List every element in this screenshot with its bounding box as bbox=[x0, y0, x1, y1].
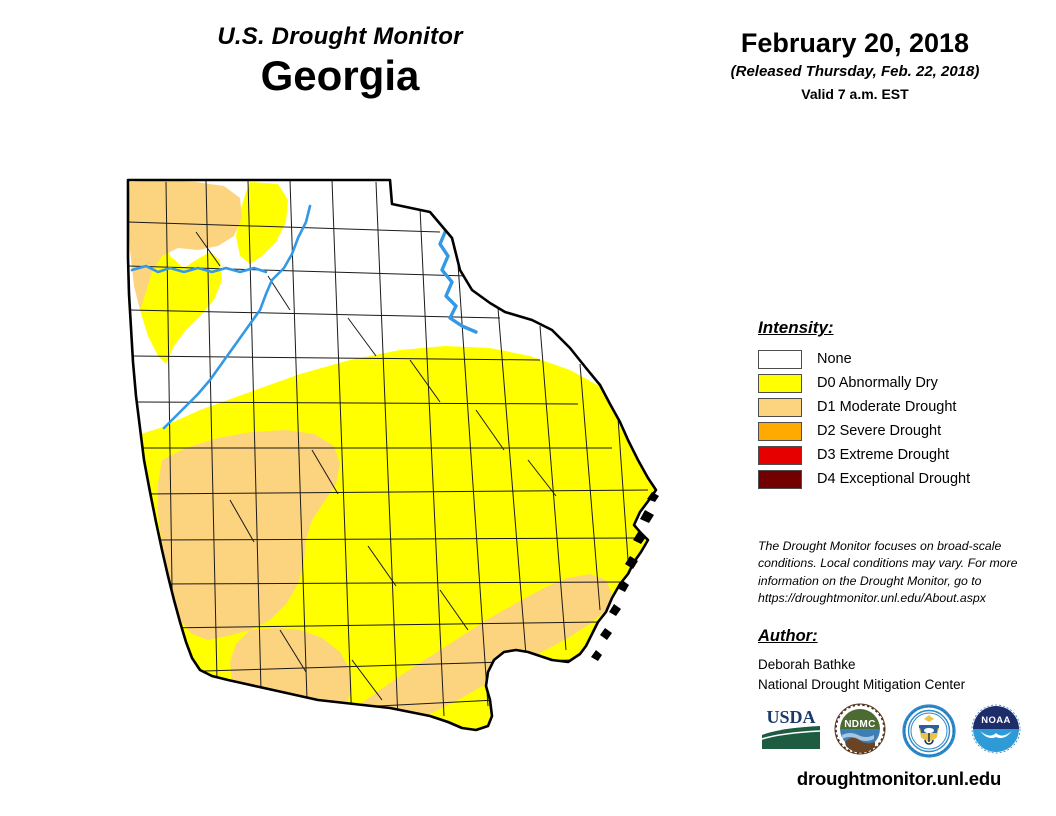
chattahoochee-river bbox=[162, 204, 312, 430]
disclaimer-text: The Drought Monitor focuses on broad-sca… bbox=[758, 539, 1018, 606]
legend-row-d2[interactable]: D2 Severe Drought bbox=[758, 419, 1038, 443]
title-block: U.S. Drought Monitor Georgia bbox=[150, 23, 530, 101]
legend-row-d1[interactable]: D1 Moderate Drought bbox=[758, 395, 1038, 419]
map-drought-fills bbox=[128, 180, 656, 730]
legend-label-d4: D4 Exceptional Drought bbox=[817, 471, 971, 487]
state-outline bbox=[126, 178, 658, 732]
author-heading: Author: bbox=[758, 627, 818, 645]
legend-row-d3[interactable]: D3 Extreme Drought bbox=[758, 443, 1038, 467]
state-title: Georgia bbox=[260, 52, 420, 100]
coosa-river bbox=[130, 264, 268, 274]
region-d1-west-central bbox=[158, 430, 340, 640]
site-url[interactable]: droughtmonitor.unl.edu bbox=[796, 768, 1002, 789]
release-date: (Released Thursday, Feb. 22, 2018) bbox=[730, 63, 980, 81]
legend-swatch-d3 bbox=[758, 445, 802, 465]
legend-swatch-none bbox=[758, 349, 802, 369]
legend-label-none: None bbox=[817, 351, 852, 367]
svg-text:NDMC: NDMC bbox=[844, 719, 876, 730]
county-boundaries bbox=[128, 180, 649, 730]
valid-time: Valid 7 a.m. EST bbox=[801, 85, 909, 102]
legend-label-d2: D2 Severe Drought bbox=[817, 423, 942, 439]
intensity-legend: Intensity: None D0 Abnormally Dry D1 Mod… bbox=[758, 318, 1038, 491]
region-d1-southeast bbox=[355, 574, 612, 730]
legend-row-d0[interactable]: D0 Abnormally Dry bbox=[758, 371, 1038, 395]
legend-swatch-d4 bbox=[758, 469, 802, 489]
map-date: February 20, 2018 bbox=[740, 28, 970, 58]
noaa-logo: NOAA bbox=[971, 704, 1021, 754]
region-d1-northwest bbox=[128, 180, 242, 310]
legend-label-d1: D1 Moderate Drought bbox=[817, 399, 957, 415]
coastal-islands bbox=[591, 492, 659, 661]
author-block: Author: Deborah Bathke National Drought … bbox=[758, 627, 1038, 694]
author-organization: National Drought Mitigation Center bbox=[758, 676, 966, 692]
legend-heading: Intensity: bbox=[758, 318, 834, 337]
river-lines bbox=[130, 204, 478, 430]
ndmc-logo: NDMC bbox=[834, 703, 886, 755]
georgia-drought-map[interactable] bbox=[100, 160, 680, 790]
date-block: February 20, 2018 (Released Thursday, Fe… bbox=[690, 28, 1020, 103]
commerce-seal-logo bbox=[902, 704, 956, 758]
legend-row-d4[interactable]: D4 Exceptional Drought bbox=[758, 467, 1038, 491]
svg-text:USDA: USDA bbox=[766, 707, 815, 727]
legend-row-none[interactable]: None bbox=[758, 347, 1038, 371]
legend-swatch-d0 bbox=[758, 373, 802, 393]
legend-label-d0: D0 Abnormally Dry bbox=[817, 375, 938, 391]
legend-swatch-d2 bbox=[758, 421, 802, 441]
usda-logo: USDA bbox=[760, 703, 822, 751]
legend-swatch-d1 bbox=[758, 397, 802, 417]
legend-label-d3: D3 Extreme Drought bbox=[817, 447, 950, 463]
savannah-river-lake bbox=[438, 212, 478, 334]
svg-text:NOAA: NOAA bbox=[981, 715, 1011, 726]
map-svg bbox=[126, 178, 659, 732]
program-title: U.S. Drought Monitor bbox=[217, 23, 463, 50]
author-name: Deborah Bathke bbox=[758, 657, 856, 672]
logo-row: USDA NDMC NOAA bbox=[758, 703, 1040, 763]
